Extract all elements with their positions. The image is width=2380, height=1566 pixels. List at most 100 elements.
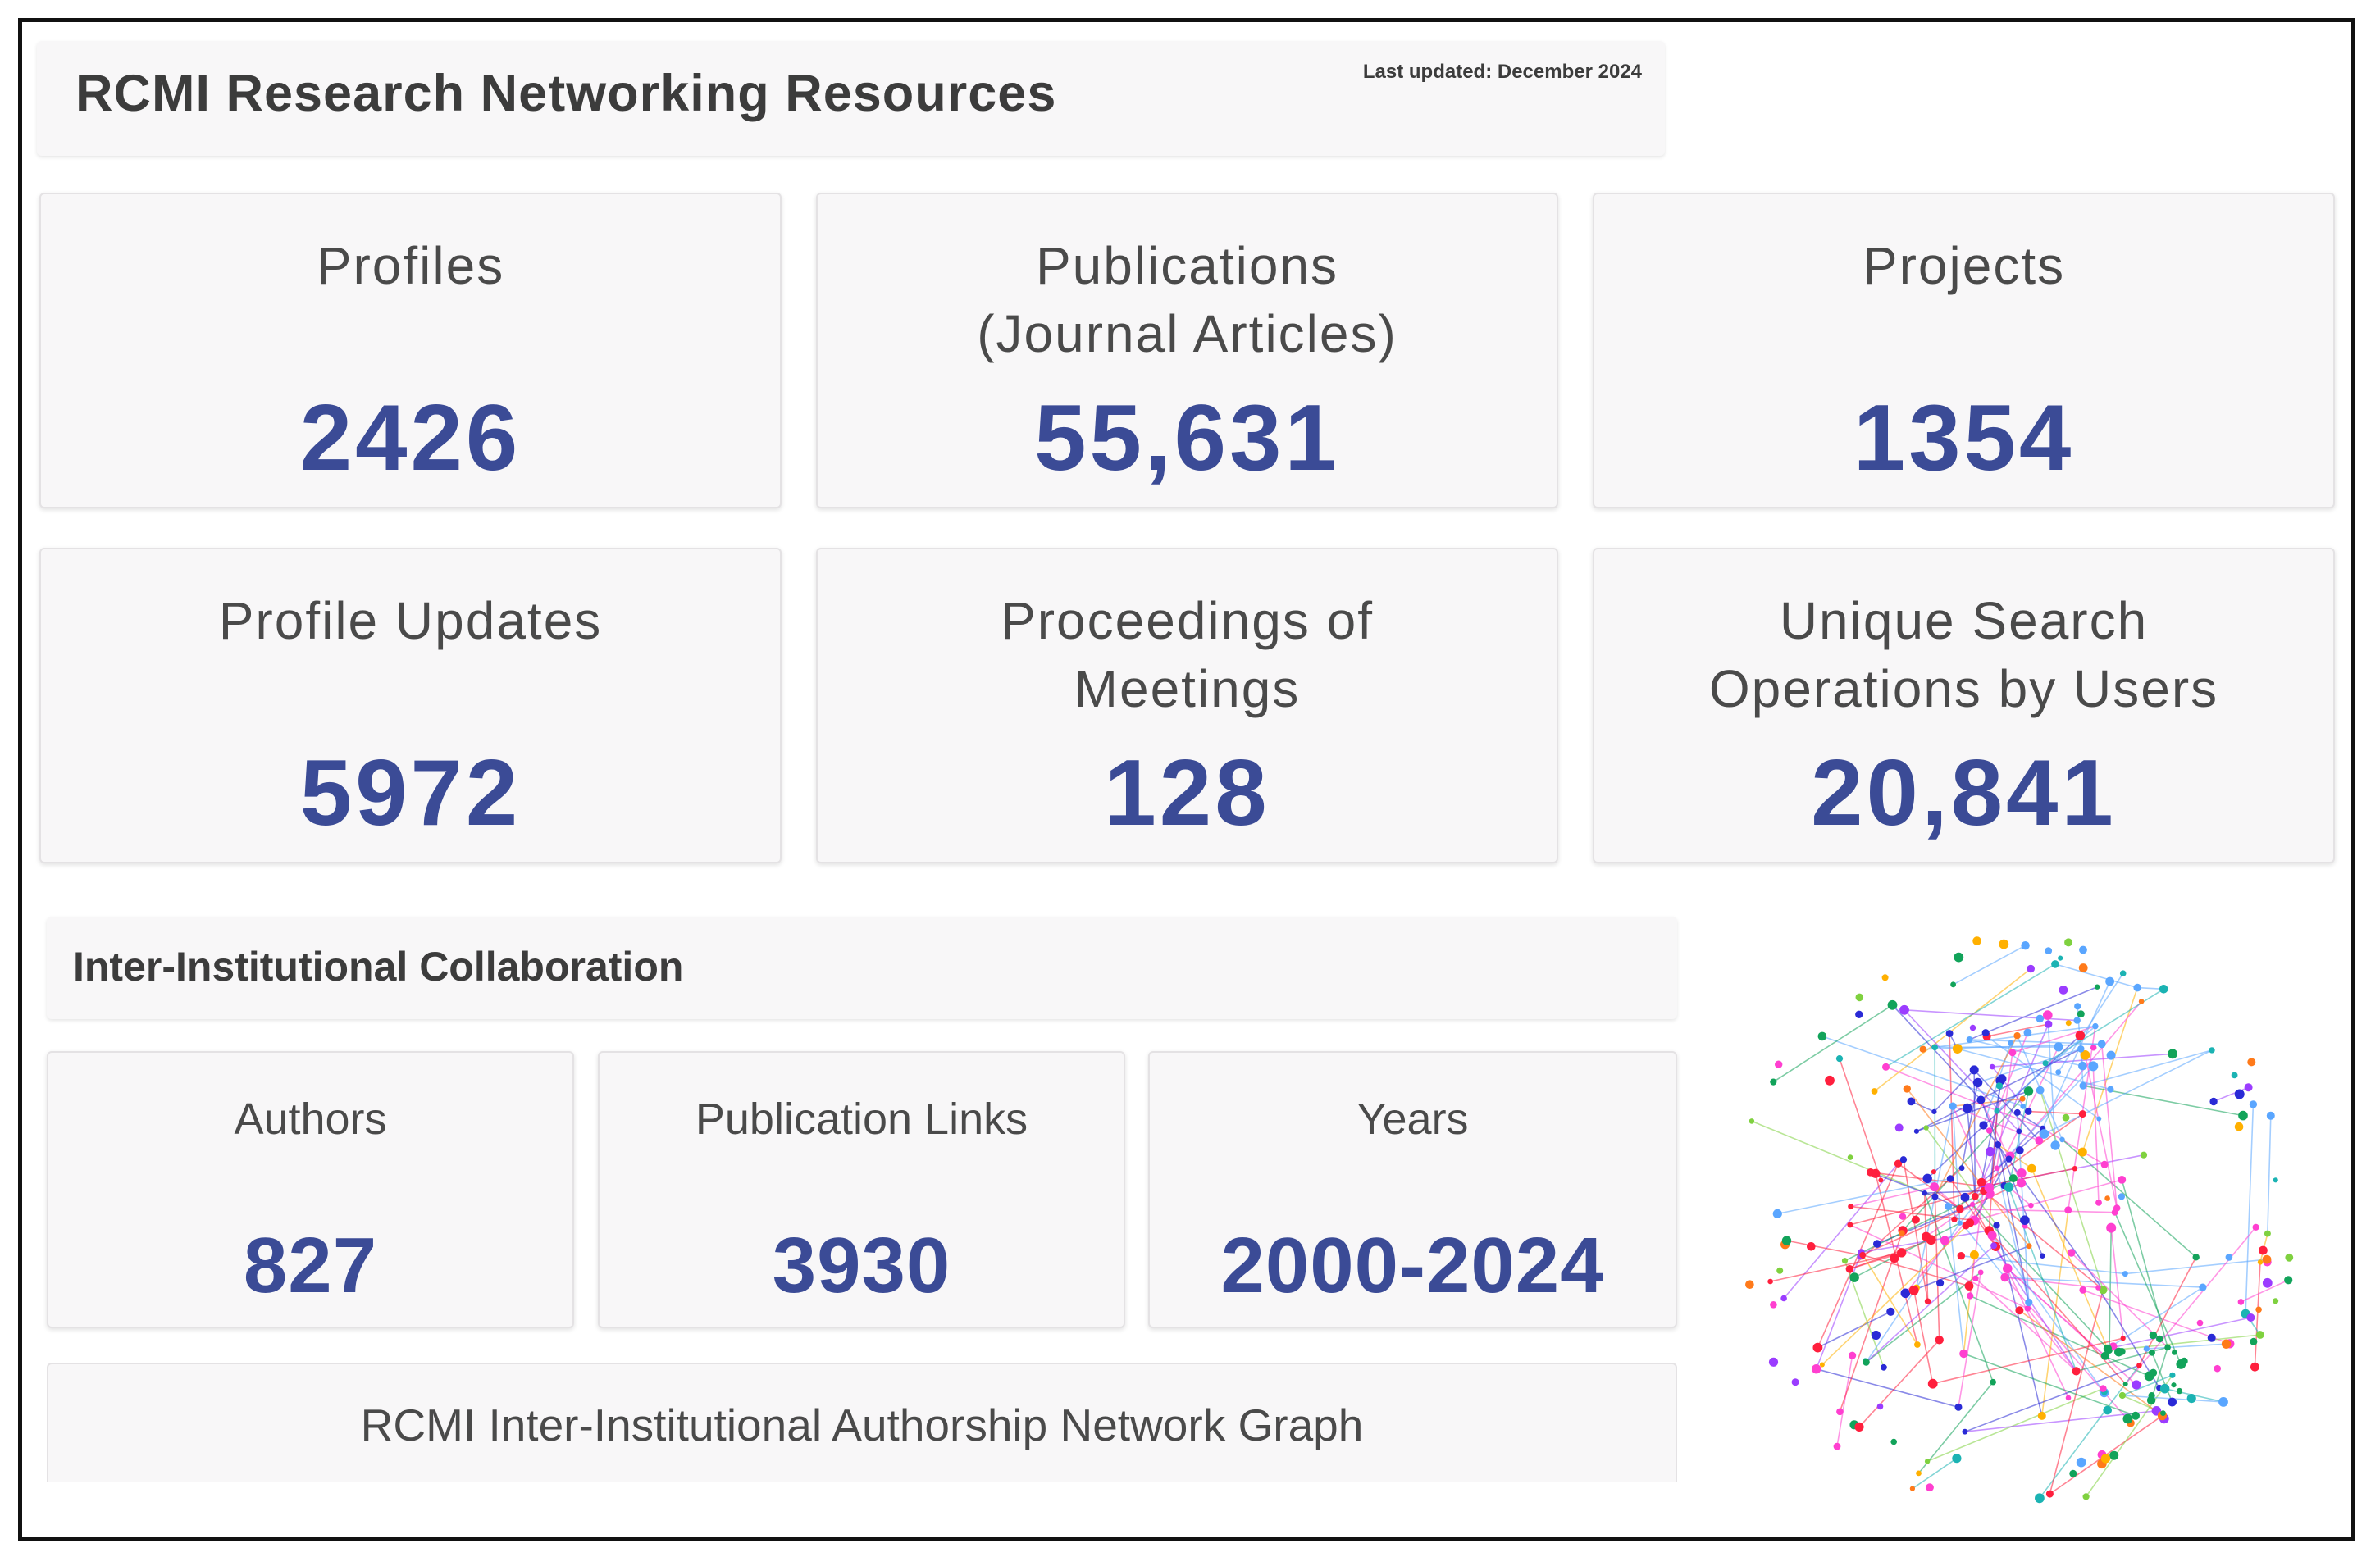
stat-card-search-operations[interactable]: Unique Search Operations by Users 20,841 [1593, 548, 2335, 863]
network-node [2013, 1032, 2021, 1040]
network-node [2008, 1174, 2018, 1183]
network-node [1924, 1298, 1931, 1305]
network-node [1780, 1295, 1787, 1302]
stat-card-authors[interactable]: Authors 827 [47, 1051, 574, 1328]
network-node [1876, 1403, 1884, 1410]
network-node [2266, 1111, 2275, 1120]
collaboration-header: Inter-Institutional Collaboration [47, 917, 1677, 1019]
network-node [2097, 1040, 2106, 1049]
network-edge [1772, 1004, 1893, 1083]
stat-card-projects[interactable]: Projects 1354 [1593, 193, 2335, 508]
network-node [2119, 970, 2127, 976]
network-node [1935, 1336, 1944, 1345]
stat-card-publications[interactable]: Publications (Journal Articles) 55,631 [816, 193, 1558, 508]
network-node [1881, 974, 1889, 981]
network-node [2209, 1047, 2215, 1054]
network-node [2192, 1254, 2200, 1261]
network-edge [1975, 1277, 2077, 1372]
network-node [1959, 1349, 1968, 1359]
network-node [2035, 1493, 2045, 1504]
network-node [2079, 1286, 2087, 1294]
network-node [2100, 1454, 2111, 1464]
network-node [2237, 1299, 2245, 1305]
network-node [2225, 1254, 2233, 1261]
network-node [1812, 1342, 1823, 1353]
network-node [1990, 1378, 1996, 1386]
network-node [1946, 1175, 1954, 1182]
network-edge [2125, 1227, 2257, 1385]
network-node [1979, 1121, 1988, 1130]
network-node [1989, 1063, 1995, 1070]
network-edge [2081, 987, 2138, 1153]
authorship-network-graph[interactable] [1714, 918, 2313, 1525]
network-edge [2007, 1268, 2137, 1386]
network-node [1871, 1168, 1881, 1178]
network-node [2244, 1083, 2253, 1092]
network-edge [2018, 1309, 2163, 1417]
network-edge [1925, 1127, 1998, 1226]
stat-card-years[interactable]: Years 2000-2024 [1148, 1051, 1677, 1328]
stat-card-profile-updates[interactable]: Profile Updates 5972 [39, 548, 782, 863]
network-node [2106, 1222, 2117, 1233]
network-edge [1770, 1252, 1902, 1282]
network-node [2214, 1364, 2221, 1373]
network-edge [2125, 1259, 2268, 1275]
network-node [1770, 1078, 1777, 1086]
network-edge [2004, 1277, 2099, 1289]
network-node [2036, 1086, 2045, 1095]
network-edge [2245, 1104, 2255, 1314]
stat-card-proceedings[interactable]: Proceedings of Meetings 128 [816, 548, 1558, 863]
network-node [2107, 1086, 2114, 1093]
network-node [1854, 1422, 1864, 1432]
network-node [2199, 1283, 2207, 1291]
network-edge [1874, 967, 2031, 1092]
network-edge [1926, 1035, 2081, 1179]
network-node [2028, 1202, 2034, 1209]
network-node [2020, 1104, 2026, 1109]
network-node [2252, 1223, 2259, 1231]
network-node [1835, 1055, 1844, 1063]
network-node [2273, 1177, 2278, 1183]
network-node [2019, 1095, 2026, 1102]
network-edge [1952, 1106, 1961, 1223]
network-edge [1967, 1108, 1976, 1197]
network-node [1776, 1267, 1784, 1274]
network-edge [2113, 1212, 2182, 1365]
stat-card-publication-links[interactable]: Publication Links 3930 [598, 1051, 1125, 1328]
stat-card-profiles[interactable]: Profiles 2426 [39, 193, 782, 508]
network-node [2095, 1200, 2102, 1206]
network-node [2122, 1271, 2128, 1277]
network-graph-link[interactable]: RCMI Inter-Institutional Authorship Netw… [47, 1363, 1677, 1482]
network-node [2077, 1010, 2085, 1018]
network-node [1922, 1173, 1932, 1183]
network-node [2003, 1263, 2013, 1274]
network-node [1767, 1278, 1773, 1285]
network-edge [1885, 963, 2056, 1068]
network-edge [2137, 986, 2164, 990]
network-node [1919, 1045, 1926, 1053]
network-node [1849, 1272, 1859, 1282]
stat-value: 827 [243, 1222, 378, 1309]
network-node [2072, 1166, 2078, 1172]
network-node [1930, 1182, 1940, 1192]
network-node [2148, 1392, 2155, 1400]
network-edge [2008, 1186, 2031, 1206]
network-node [2077, 1147, 2087, 1157]
network-node [2149, 1368, 2158, 1377]
network-node [2259, 1245, 2268, 1255]
network-node [2168, 1049, 2177, 1059]
network-node [1997, 1074, 2007, 1084]
network-node [1969, 1065, 1979, 1075]
network-node [2000, 1272, 2009, 1282]
network-edge [1858, 1339, 1940, 1427]
network-node [2122, 1413, 2133, 1424]
network-node [1745, 1280, 1754, 1289]
network-node [1841, 1258, 1849, 1264]
network-node [1952, 1454, 1962, 1464]
network-node [1791, 1378, 1799, 1386]
network-node [2273, 1298, 2279, 1304]
network-edge [1839, 1058, 1882, 1181]
network-node [2023, 1086, 2034, 1096]
network-edge [1988, 1032, 2029, 1131]
network-edge [1986, 1036, 2100, 1120]
